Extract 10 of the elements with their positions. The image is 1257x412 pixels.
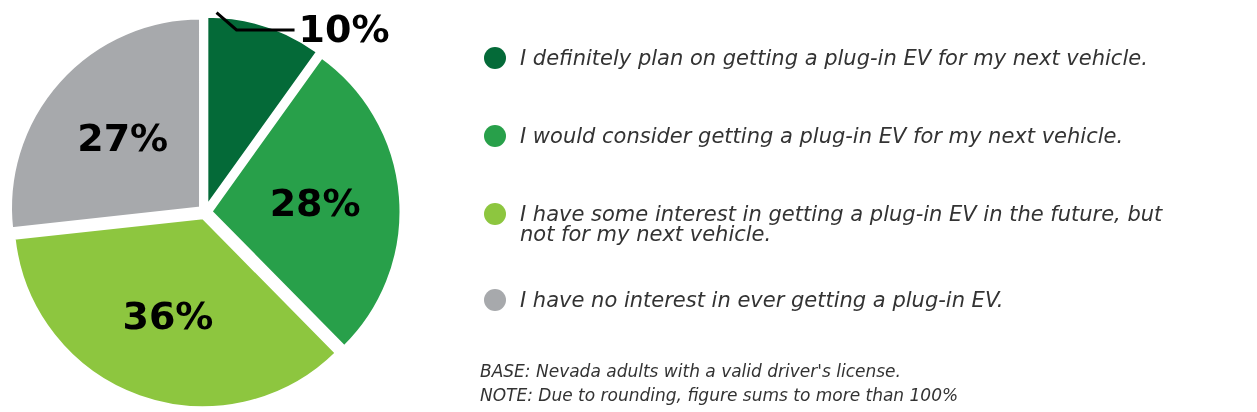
legend-label: I would consider getting a plug-in EV for my next vehicle.	[520, 124, 1124, 148]
data-label: 10%	[298, 7, 390, 51]
data-label: 36%	[122, 294, 214, 339]
text: NOTE: Due to rounding, figure sums to more than 100%	[480, 385, 959, 405]
legend-label: I have some interest in getting a plug-in EV in the future, but not for my next vehicle.	[520, 202, 1164, 246]
legend-label: I have no interest in ever getting a plug-in EV.	[520, 288, 1004, 312]
data-label: 27%	[77, 116, 169, 161]
text: BASE: Nevada adults with a valid driver's license.	[480, 361, 901, 381]
legend-label: I definitely plan on getting a plug-in EV for my next vehicle.	[520, 46, 1148, 70]
data-label: 28%	[269, 181, 361, 226]
